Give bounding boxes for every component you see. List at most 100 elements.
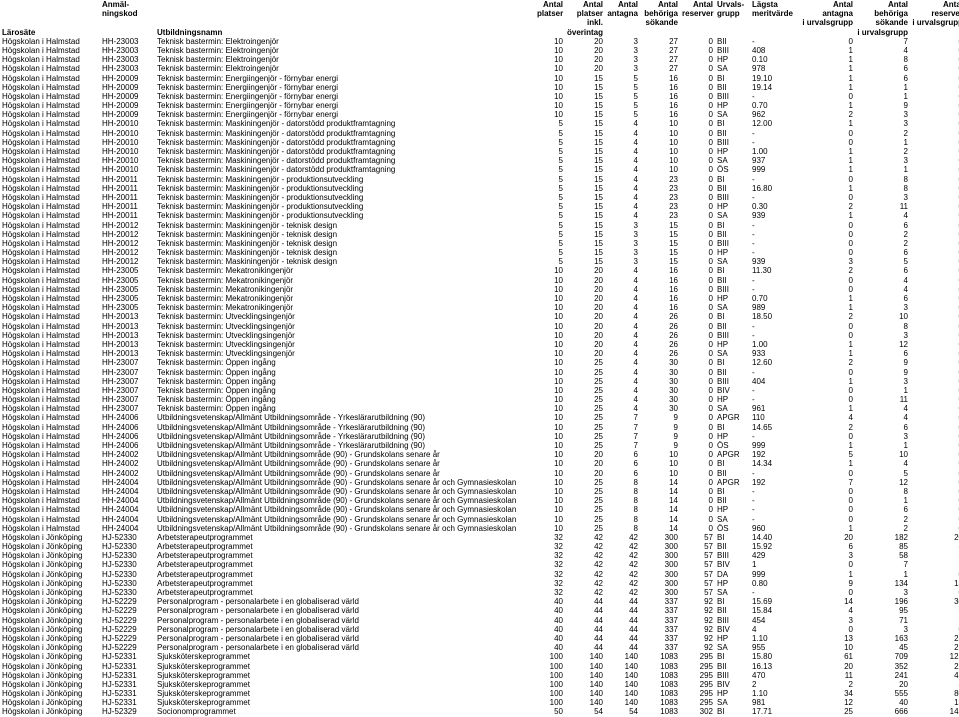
table-row: Högskolan i JönköpingHJ-52229Personalpro… [0, 606, 959, 615]
cell: Utbildningsvetenskap/Allmänt Utbildnings… [155, 423, 535, 432]
cell: Personalprogram - personalarbete i en gl… [155, 597, 535, 606]
cell: Högskolan i Jönköping [0, 597, 100, 606]
cell: Högskolan i Halmstad [0, 248, 100, 257]
cell: 0 [680, 165, 715, 174]
cell: 0 [680, 248, 715, 257]
cell: 4 [605, 175, 640, 184]
cell: 4 [605, 404, 640, 413]
cell: Högskolan i Jönköping [0, 634, 100, 643]
cell: 25 [565, 358, 605, 367]
cell: 16 [640, 303, 680, 312]
cell: 3 [605, 248, 640, 257]
table-row: Högskolan i HalmstadHH-23003Teknisk bast… [0, 46, 959, 55]
hdr-antagnau-3: i urvalsgrupp [800, 18, 855, 27]
cell: 15 [565, 221, 605, 230]
cell: Högskolan i Halmstad [0, 358, 100, 367]
cell: 337 [640, 606, 680, 615]
cell: Högskolan i Halmstad [0, 257, 100, 266]
cell: Teknisk bastermin: Maskiningenjör - prod… [155, 211, 535, 220]
cell: 4 [605, 129, 640, 138]
cell: 2 [800, 266, 855, 275]
cell: BIII [715, 331, 750, 340]
cell: 0 [680, 340, 715, 349]
cell: 10 [640, 129, 680, 138]
table-row: Högskolan i HalmstadHH-24004Utbildningsv… [0, 505, 959, 514]
cell: 0 [910, 64, 959, 73]
cell: 25 [800, 707, 855, 716]
cell: 0 [910, 303, 959, 312]
cell: 32 [535, 542, 565, 551]
table-row: Högskolan i HalmstadHH-20013Teknisk bast… [0, 331, 959, 340]
cell: 10 [640, 450, 680, 459]
cell: Högskolan i Halmstad [0, 55, 100, 64]
cell: 0 [910, 478, 959, 487]
cell: Teknisk bastermin: Maskiningenjör - prod… [155, 193, 535, 202]
cell: 14 [800, 597, 855, 606]
cell: 999 [750, 165, 800, 174]
cell: 3 [605, 46, 640, 55]
cell: 933 [750, 349, 800, 358]
cell: 5 [800, 450, 855, 459]
cell: 25 [565, 413, 605, 422]
cell: 44 [605, 597, 640, 606]
cell: 0 [800, 487, 855, 496]
cell: 3 [855, 110, 910, 119]
cell: 0 [680, 184, 715, 193]
cell: 981 [750, 698, 800, 707]
cell: BI [715, 221, 750, 230]
cell: 666 [855, 707, 910, 716]
cell: 6 [855, 294, 910, 303]
table-header: Lärosäte Anmäl- Utbildningsnamn Antal An… [0, 0, 959, 37]
cell: 20 [565, 331, 605, 340]
cell: 11 [855, 395, 910, 404]
cell: Arbetsterapeutprogrammet [155, 588, 535, 597]
cell: HH-23003 [100, 37, 155, 46]
cell: BI [715, 597, 750, 606]
table-row: Högskolan i HalmstadHH-24004Utbildningsv… [0, 487, 959, 496]
hdr-behorigau-1: Antal [855, 0, 910, 9]
cell: 140 [605, 689, 640, 698]
cell: 2 [750, 680, 800, 689]
cell: 25 [565, 487, 605, 496]
cell: Sjuksköterskeprogrammet [155, 698, 535, 707]
cell: Teknisk bastermin: Maskiningenjör - tekn… [155, 257, 535, 266]
cell: 0 [910, 524, 959, 533]
table-row: Högskolan i HalmstadHH-24006Utbildningsv… [0, 441, 959, 450]
cell: APGR [715, 450, 750, 459]
cell: Högskolan i Halmstad [0, 459, 100, 468]
cell: 1 [800, 459, 855, 468]
cell: 40 [535, 597, 565, 606]
cell: Högskolan i Halmstad [0, 303, 100, 312]
cell: 40 [535, 616, 565, 625]
cell: 4 [605, 294, 640, 303]
cell: Högskolan i Halmstad [0, 487, 100, 496]
hdr-behorigau-3: sökande [855, 18, 910, 27]
cell: 10 [535, 423, 565, 432]
cell: 44 [565, 643, 605, 652]
cell: BII [715, 129, 750, 138]
cell: ÖS [715, 524, 750, 533]
cell: 1 [800, 211, 855, 220]
cell: Högskolan i Halmstad [0, 64, 100, 73]
cell: 0 [910, 368, 959, 377]
cell: HJ-52331 [100, 680, 155, 689]
cell: 58 [855, 551, 910, 560]
cell: 300 [640, 542, 680, 551]
cell: 0 [800, 515, 855, 524]
cell: 9 [640, 432, 680, 441]
cell: 10 [535, 349, 565, 358]
cell: HJ-52330 [100, 588, 155, 597]
cell: 408 [750, 46, 800, 55]
cell: 13 [800, 634, 855, 643]
cell: HH-20013 [100, 322, 155, 331]
cell: SA [715, 156, 750, 165]
table-row: Högskolan i HalmstadHH-20013Teknisk bast… [0, 340, 959, 349]
cell: 0 [800, 239, 855, 248]
table-row: Högskolan i HalmstadHH-20010Teknisk bast… [0, 129, 959, 138]
cell: Högskolan i Jönköping [0, 671, 100, 680]
cell: 10 [535, 432, 565, 441]
cell: 2 [800, 312, 855, 321]
cell: 1 [800, 294, 855, 303]
cell: 5 [605, 83, 640, 92]
cell: 6 [855, 248, 910, 257]
